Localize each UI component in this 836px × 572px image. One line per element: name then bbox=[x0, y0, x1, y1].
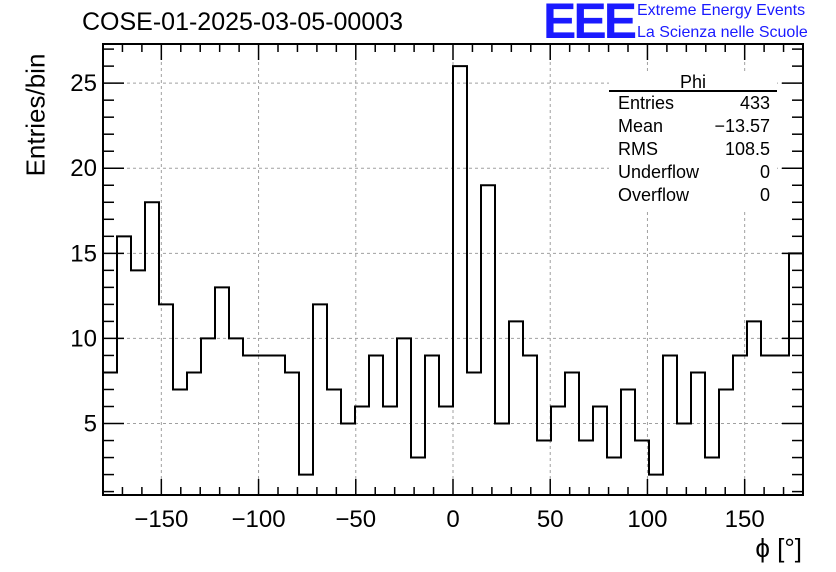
eee-logo-icon: EEE bbox=[543, 0, 637, 49]
stats-row-mean: Mean −13.57 bbox=[618, 116, 770, 139]
histogram-step-line bbox=[102, 65, 804, 495]
stats-label: RMS bbox=[618, 139, 658, 159]
stats-box: Phi Entries 433 Mean −13.57 RMS 108.5 Un… bbox=[609, 72, 777, 210]
x-axis-label: ϕ [°] bbox=[755, 533, 802, 563]
logo-caption-line1: Extreme Energy Events bbox=[637, 2, 806, 19]
x-tick-label: 50 bbox=[537, 506, 564, 533]
x-tick-label: 100 bbox=[627, 506, 667, 533]
stats-value: 0 bbox=[759, 185, 770, 205]
axis-ticks bbox=[103, 44, 803, 495]
x-tick-label: 0 bbox=[446, 506, 459, 533]
x-tick-label: −100 bbox=[232, 506, 286, 533]
y-tick-label: 25 bbox=[70, 70, 97, 97]
y-tick-label: 5 bbox=[84, 411, 97, 438]
stats-value: −13.57 bbox=[714, 116, 770, 136]
y-tick-label: 10 bbox=[70, 325, 97, 352]
tick-labels: −150 −100 −50 0 50 100 150 5 10 15 20 25 bbox=[70, 70, 764, 533]
stats-value: 0 bbox=[759, 162, 770, 182]
stats-label: Underflow bbox=[618, 162, 700, 182]
stats-divider bbox=[609, 90, 777, 92]
stats-label: Mean bbox=[618, 116, 664, 136]
y-tick-label: 15 bbox=[70, 240, 97, 267]
stats-row-overflow: Overflow 0 bbox=[618, 185, 770, 208]
x-tick-label: 150 bbox=[725, 506, 765, 533]
stats-label: Entries bbox=[618, 93, 675, 113]
logo-caption-line2: La Scienza nelle Scuole bbox=[637, 24, 808, 41]
x-tick-label: −50 bbox=[335, 506, 376, 533]
stats-row-entries: Entries 433 bbox=[618, 93, 770, 116]
x-tick-label: −150 bbox=[134, 506, 188, 533]
stats-title: Phi bbox=[679, 72, 706, 92]
run-title: COSE-01-2025-03-05-00003 bbox=[82, 8, 404, 36]
stats-row-rms: RMS 108.5 bbox=[618, 139, 770, 162]
stats-value: 433 bbox=[739, 93, 770, 113]
y-tick-label: 20 bbox=[70, 155, 97, 182]
stats-value: 108.5 bbox=[724, 139, 770, 159]
stats-row-underflow: Underflow 0 bbox=[618, 162, 770, 185]
stats-label: Overflow bbox=[618, 185, 690, 205]
y-axis-label: Entries/bin bbox=[20, 53, 51, 177]
